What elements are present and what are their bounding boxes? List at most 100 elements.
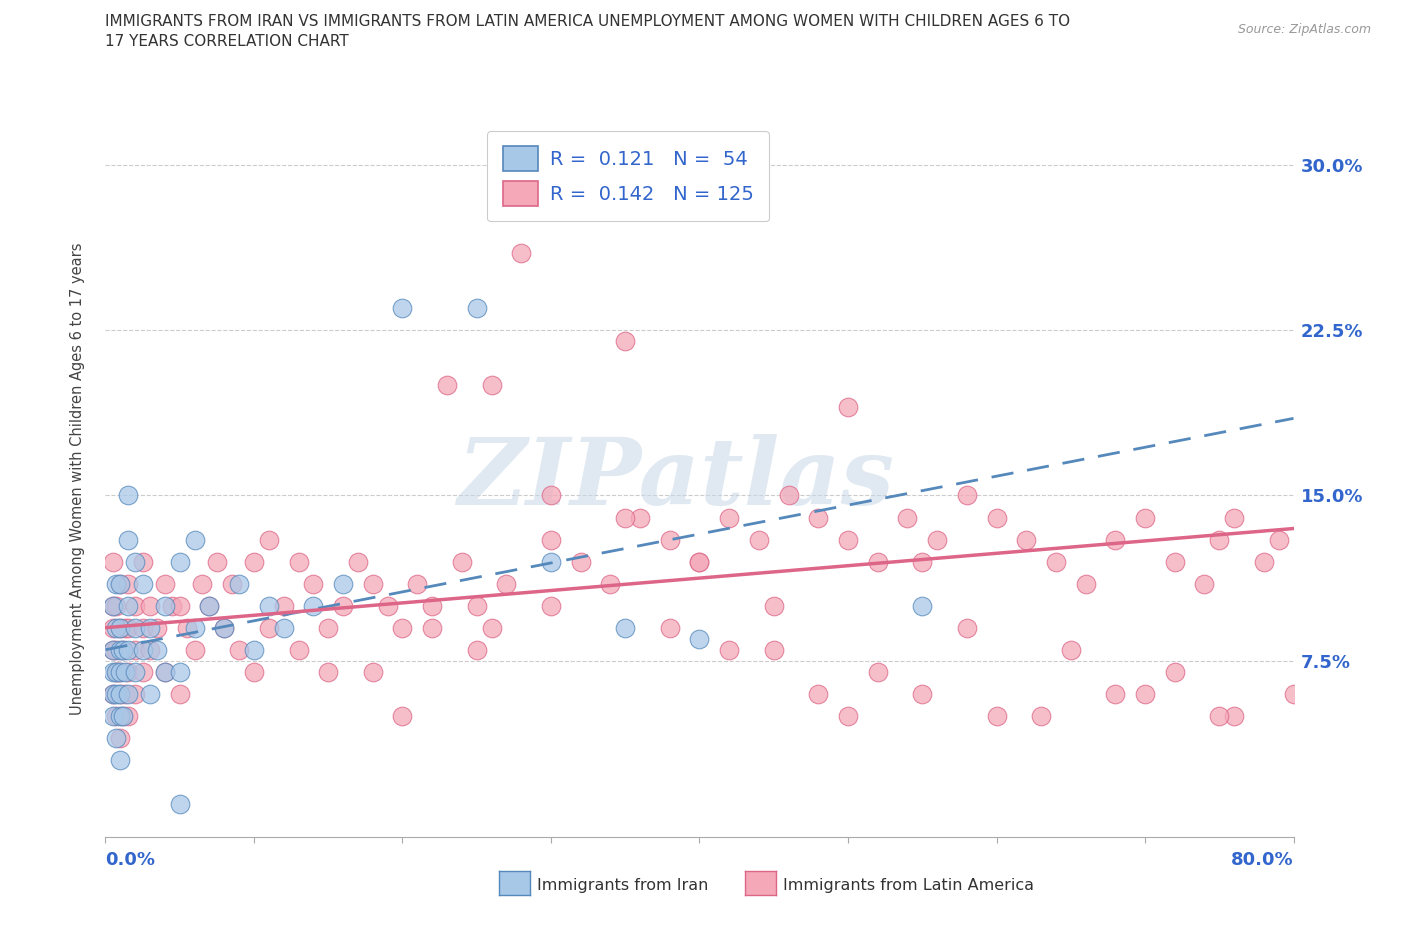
Point	[837, 400, 859, 415]
Point	[481, 620, 503, 635]
Point	[117, 620, 139, 635]
Point	[110, 709, 132, 724]
Point	[110, 620, 132, 635]
Point	[153, 664, 176, 679]
Point	[112, 709, 135, 724]
Point	[391, 300, 413, 315]
Point	[911, 554, 934, 569]
Point	[101, 620, 124, 635]
Point	[1104, 532, 1126, 547]
Point	[104, 598, 127, 613]
Point	[110, 664, 132, 679]
Point	[104, 643, 127, 658]
Point	[191, 577, 214, 591]
Point	[762, 598, 785, 613]
Point	[465, 643, 488, 658]
Point	[101, 598, 124, 613]
Point	[316, 620, 339, 635]
Point	[658, 620, 681, 635]
Point	[1015, 532, 1038, 547]
Point	[110, 686, 132, 701]
Point	[110, 752, 132, 767]
Point	[176, 620, 198, 635]
Point	[718, 510, 741, 525]
Point	[110, 577, 132, 591]
Point	[146, 620, 169, 635]
Point	[221, 577, 243, 591]
Point	[101, 664, 124, 679]
Point	[183, 620, 205, 635]
Point	[153, 577, 176, 591]
Point	[361, 664, 384, 679]
Point	[420, 598, 443, 613]
Point	[1164, 664, 1187, 679]
Point	[114, 620, 136, 635]
Point	[104, 577, 127, 591]
Point	[927, 532, 949, 547]
Legend: R =  0.121   N =  54, R =  0.142   N = 125: R = 0.121 N = 54, R = 0.142 N = 125	[488, 130, 769, 221]
Point	[866, 554, 889, 569]
Point	[450, 554, 472, 569]
Point	[183, 643, 205, 658]
Point	[124, 620, 146, 635]
Point	[332, 577, 354, 591]
Point	[420, 620, 443, 635]
Point	[117, 686, 139, 701]
Point	[778, 488, 800, 503]
Point	[205, 554, 228, 569]
Text: 0.0%: 0.0%	[105, 851, 156, 870]
Point	[169, 664, 191, 679]
Point	[101, 709, 124, 724]
Point	[169, 554, 191, 569]
Point	[101, 686, 124, 701]
Point	[257, 620, 280, 635]
Point	[302, 577, 325, 591]
Point	[124, 686, 146, 701]
Point	[1253, 554, 1275, 569]
Point	[104, 709, 127, 724]
Point	[287, 643, 309, 658]
Point	[302, 598, 325, 613]
Point	[139, 620, 162, 635]
Point	[1104, 686, 1126, 701]
Point	[540, 554, 562, 569]
Point	[139, 598, 162, 613]
Point	[807, 686, 830, 701]
Point	[807, 510, 830, 525]
Text: Immigrants from Iran: Immigrants from Iran	[537, 878, 709, 893]
Point	[117, 643, 139, 658]
Point	[101, 686, 124, 701]
Point	[112, 643, 135, 658]
Text: ZIPatlas: ZIPatlas	[457, 434, 894, 524]
Point	[273, 598, 295, 613]
Point	[110, 686, 132, 701]
Point	[131, 643, 153, 658]
Point	[911, 686, 934, 701]
Point	[1194, 577, 1216, 591]
Point	[1164, 554, 1187, 569]
Point	[131, 620, 153, 635]
Point	[391, 709, 413, 724]
Point	[104, 730, 127, 745]
Point	[361, 577, 384, 591]
Point	[896, 510, 918, 525]
Point	[101, 554, 124, 569]
Point	[689, 631, 711, 646]
Point	[436, 378, 458, 392]
Point	[748, 532, 770, 547]
Point	[104, 686, 127, 701]
Point	[1223, 510, 1246, 525]
Point	[273, 620, 295, 635]
Point	[104, 664, 127, 679]
Point	[117, 488, 139, 503]
Point	[105, 664, 128, 679]
Text: Immigrants from Latin America: Immigrants from Latin America	[783, 878, 1035, 893]
Point	[956, 620, 979, 635]
Point	[1133, 510, 1156, 525]
Point	[124, 664, 146, 679]
Point	[117, 598, 139, 613]
Point	[1060, 643, 1083, 658]
Point	[243, 643, 266, 658]
Point	[243, 554, 266, 569]
Point	[124, 643, 146, 658]
